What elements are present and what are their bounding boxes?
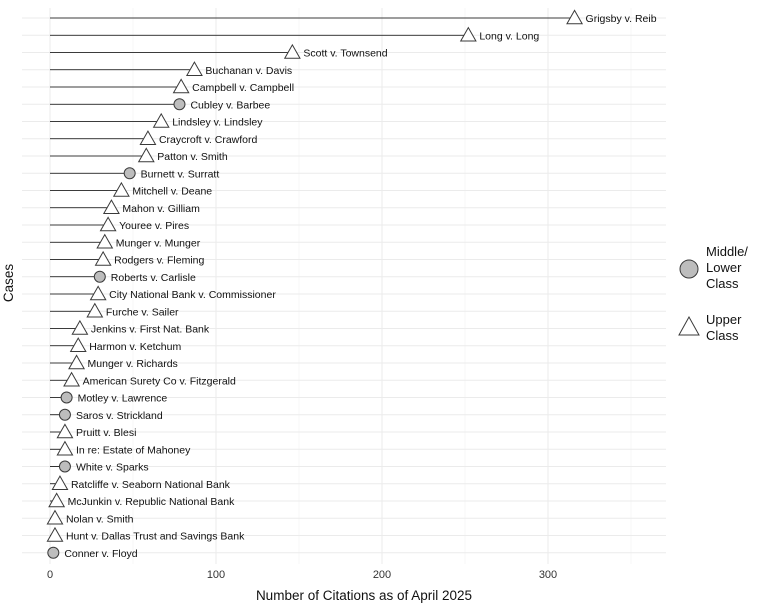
stems	[50, 17, 575, 554]
upper-class-point	[102, 199, 120, 214]
markers	[46, 9, 584, 559]
case-label: Cubley v. Barbee	[190, 99, 270, 111]
legend-label-middle-lower: Middle/Lower Class	[706, 244, 748, 291]
upper-class-point	[137, 147, 155, 163]
case-label: Mahon v. Gilliam	[122, 203, 200, 215]
upper-class-point	[139, 130, 157, 145]
case-label: Mitchell v. Deane	[132, 186, 212, 198]
upper-class-point	[86, 302, 104, 318]
x-tick-label: 300	[539, 569, 557, 581]
case-label: Burnett v. Surratt	[141, 168, 220, 180]
upper-class-point	[56, 440, 74, 456]
middle-lower-class-point	[58, 460, 71, 473]
case-label: McJunkin v. Republic National Bank	[68, 496, 235, 508]
upper-class-point	[56, 423, 74, 439]
upper-class-point	[94, 250, 112, 266]
upper-class-point	[283, 43, 301, 59]
middle-lower-class-point	[93, 270, 106, 283]
legend-triangle-swatch	[678, 315, 700, 336]
case-label: American Surety Co v. Fitzgerald	[83, 375, 236, 387]
case-label: Hunt v. Dallas Trust and Savings Bank	[66, 531, 245, 543]
upper-class-point	[185, 61, 203, 76]
case-label: Conner v. Floyd	[64, 548, 137, 560]
x-axis-title: Number of Citations as of April 2025	[256, 588, 472, 603]
legend: Middle/Lower Class Upper Class	[678, 244, 748, 343]
case-label: Roberts v. Carlisle	[111, 272, 196, 284]
x-axis-ticks: 0 100 200 300	[47, 569, 557, 581]
case-label: Furche v. Sailer	[106, 306, 179, 318]
y-axis-title: Cases	[1, 264, 16, 303]
upper-class-point	[48, 492, 66, 508]
legend-label-upper: Upper Class	[706, 312, 742, 343]
middle-lower-class-point	[58, 408, 71, 421]
upper-class-point	[566, 9, 584, 25]
case-label: Patton v. Smith	[157, 151, 228, 163]
case-label: Long v. Long	[479, 30, 539, 42]
middle-lower-class-point	[60, 391, 73, 404]
case-label: White v. Sparks	[76, 462, 149, 474]
upper-class-point	[112, 181, 130, 197]
case-label: Scott v. Townsend	[303, 48, 387, 60]
upper-class-point	[46, 526, 64, 542]
case-label: Munger v. Munger	[116, 237, 201, 249]
upper-class-point	[152, 112, 170, 128]
case-label: Buchanan v. Davis	[205, 65, 292, 77]
case-labels: Grigsby v. Reib Long v. Long Scott v. Town…	[64, 13, 656, 560]
x-tick-label: 100	[207, 569, 225, 581]
upper-class-point	[459, 26, 477, 42]
upper-class-point	[89, 285, 107, 301]
middle-lower-class-point	[123, 167, 136, 180]
upper-class-point	[71, 319, 89, 335]
upper-class-point	[69, 337, 87, 352]
case-label: Saros v. Strickland	[76, 410, 163, 422]
case-label: Nolan v. Smith	[66, 513, 134, 525]
upper-class-point	[172, 78, 190, 94]
case-label: Jenkins v. First Nat. Bank	[91, 324, 210, 336]
case-label: Ratcliffe v. Seaborn National Bank	[71, 479, 231, 491]
upper-class-point	[46, 509, 64, 525]
case-label: Harmon v. Ketchum	[89, 341, 181, 353]
case-label: Pruitt v. Blesi	[76, 427, 137, 439]
case-label: Youree v. Pires	[119, 220, 189, 232]
x-tick-label: 0	[47, 569, 53, 581]
case-label: In re: Estate of Mahoney	[76, 444, 191, 456]
case-label: Munger v. Richards	[88, 358, 178, 370]
middle-lower-class-point	[173, 98, 186, 111]
case-label: Craycroft v. Crawford	[159, 134, 258, 146]
case-label: Motley v. Lawrence	[78, 393, 168, 405]
x-tick-label: 200	[373, 569, 391, 581]
upper-class-point	[51, 475, 69, 490]
case-label: City National Bank v. Commissioner	[109, 289, 276, 301]
upper-class-point	[96, 233, 114, 249]
middle-lower-class-point	[47, 546, 60, 559]
legend-circle-swatch	[679, 259, 699, 279]
case-label: Grigsby v. Reib	[586, 13, 657, 25]
upper-class-point	[63, 371, 81, 387]
upper-class-point	[68, 354, 86, 370]
upper-class-point	[99, 216, 117, 232]
case-label: Rodgers v. Fleming	[114, 255, 204, 267]
case-label: Campbell v. Campbell	[192, 82, 294, 94]
case-label: Lindsley v. Lindsley	[172, 117, 263, 129]
